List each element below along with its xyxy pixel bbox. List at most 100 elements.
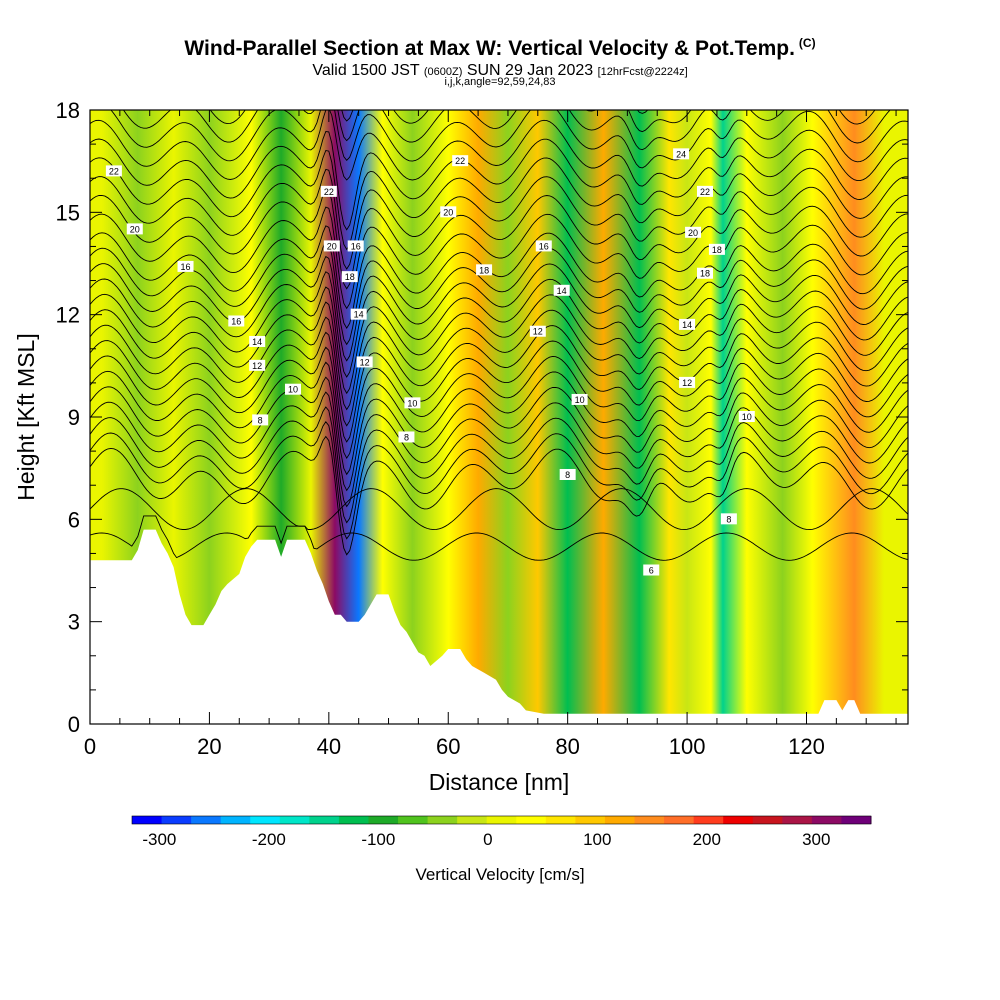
- isentrope-label-text: 16: [231, 316, 241, 326]
- isentrope-label-bg: [285, 383, 302, 395]
- isentrope-label-text: 14: [682, 320, 692, 330]
- colorbar-segment: [782, 816, 813, 824]
- isentrope-line: [90, 286, 908, 395]
- isentrope-line: [90, 316, 908, 427]
- x-tick-label: 80: [555, 734, 579, 759]
- isentrope-label-bg: [249, 335, 266, 347]
- isentrope-label-text: 14: [557, 286, 567, 296]
- colorbar-segment: [191, 816, 222, 824]
- isentrope-label: 18: [341, 271, 358, 283]
- isentrope-label: 16: [228, 315, 245, 327]
- isentrope-label: 20: [323, 240, 340, 252]
- isentrope-line: [90, 488, 908, 531]
- isentrope-label-text: 12: [252, 361, 262, 371]
- isentrope-label-text: 18: [712, 245, 722, 255]
- colorbar-segment: [368, 816, 399, 824]
- isentrope-label-bg: [679, 318, 696, 330]
- isentrope-label-text: 18: [345, 272, 355, 282]
- isentrope-line: [90, 346, 908, 459]
- isentrope-line: [90, 376, 908, 492]
- isentrope-label: 8: [559, 468, 576, 480]
- colorbar-segment: [752, 816, 783, 824]
- colorbar-segment: [575, 816, 606, 824]
- colorbar-label: Vertical Velocity [cm/s]: [415, 865, 584, 884]
- isentrope-label: 12: [356, 356, 373, 368]
- isentrope-label-text: 24: [676, 149, 686, 159]
- colorbar-tick-label: 0: [483, 830, 492, 849]
- chart-title-text: Wind-Parallel Section at Max W: Vertical…: [184, 37, 795, 60]
- isentrope-line: [90, 406, 908, 524]
- isentrope-label: 16: [347, 240, 364, 252]
- colorbar-segment: [161, 816, 192, 824]
- colorbar-segment: [693, 816, 724, 824]
- isentrope-label-text: 14: [252, 337, 262, 347]
- colorbar-segment: [220, 816, 251, 824]
- isentrope-label: 20: [440, 206, 457, 218]
- x-tick-label: 40: [317, 734, 341, 759]
- isentrope-label-bg: [177, 260, 194, 272]
- isentrope-label-bg: [356, 356, 373, 368]
- isentrope-label: 14: [553, 284, 570, 296]
- isentrope-label-text: 20: [130, 224, 140, 234]
- isentrope-line: [90, 0, 908, 59]
- isentrope-label: 16: [177, 260, 194, 272]
- isentrope-label-bg: [720, 513, 737, 525]
- isentrope-label-bg: [398, 431, 415, 443]
- isentrope-label-bg: [553, 284, 570, 296]
- y-tick-label: 6: [68, 507, 80, 532]
- isentrope-lines: [90, 0, 908, 561]
- x-tick-label: 20: [197, 734, 221, 759]
- isentrope-label-text: 10: [407, 398, 417, 408]
- isentrope-label-bg: [105, 165, 122, 177]
- colorbar-segment: [545, 816, 576, 824]
- isentrope-label: 24: [673, 148, 690, 160]
- isentrope-label: 16: [535, 240, 552, 252]
- colorbar-segment: [516, 816, 547, 824]
- colorbar-segment: [634, 816, 665, 824]
- isentrope-label-bg: [559, 468, 576, 480]
- isentrope-line: [90, 361, 908, 476]
- x-tick-label: 60: [436, 734, 460, 759]
- isentrope-label-text: 22: [455, 156, 465, 166]
- isentrope-label-bg: [126, 223, 143, 235]
- isentrope-label-text: 12: [682, 378, 692, 388]
- isentrope-line: [636, 110, 649, 114]
- isentrope-label-text: 22: [700, 187, 710, 197]
- isentrope-label-bg: [323, 240, 340, 252]
- colorbar-segment: [604, 816, 636, 824]
- isentrope-label: 22: [696, 185, 713, 197]
- isentrope-label-text: 8: [726, 514, 731, 524]
- colorbar-segment: [841, 816, 872, 824]
- isentrope-label-bg: [476, 264, 493, 276]
- isentrope-line: [90, 331, 908, 443]
- colorbar-segment: [309, 816, 340, 824]
- isentrope-label-text: 22: [324, 187, 334, 197]
- isentrope-label: 22: [452, 155, 469, 167]
- colorbar: -300 -200 -100 0 100 200 300: [131, 815, 872, 849]
- colorbar-tick-label: 300: [802, 830, 830, 849]
- isentrope-label-text: 18: [700, 269, 710, 279]
- colorbar-tick-label: -300: [142, 830, 176, 849]
- isentrope-label: 18: [708, 243, 725, 255]
- isentrope-label-text: 14: [354, 310, 364, 320]
- isentrope-label: 14: [249, 335, 266, 347]
- subtitle-date: SUN 29 Jan 2023: [466, 62, 594, 79]
- isentrope-line: [90, 301, 908, 411]
- isentrope-label-bg: [440, 206, 457, 218]
- isentrope-line: [90, 11, 908, 95]
- colorbar-segment: [723, 816, 754, 824]
- isentrope-labels: 22 20 16 16 14 12 10 8 22 20 18 16 14 12 10 8 22 20 18 16 14…: [105, 148, 755, 576]
- isentrope-label-text: 18: [479, 265, 489, 275]
- isentrope-label: 22: [320, 185, 337, 197]
- isentrope-label-bg: [404, 397, 421, 409]
- isentrope-line: [90, 110, 908, 187]
- colorbar-tick-label: -100: [361, 830, 395, 849]
- isentrope-label-bg: [673, 148, 690, 160]
- y-tick-label: 0: [68, 712, 80, 737]
- isentrope-label: 8: [720, 513, 737, 525]
- isentrope-label: 12: [529, 325, 546, 337]
- isentrope-label-bg: [708, 243, 725, 255]
- x-tick-label: 0: [84, 734, 96, 759]
- x-axis: 0 20 40 60 80 100 120: [84, 110, 897, 759]
